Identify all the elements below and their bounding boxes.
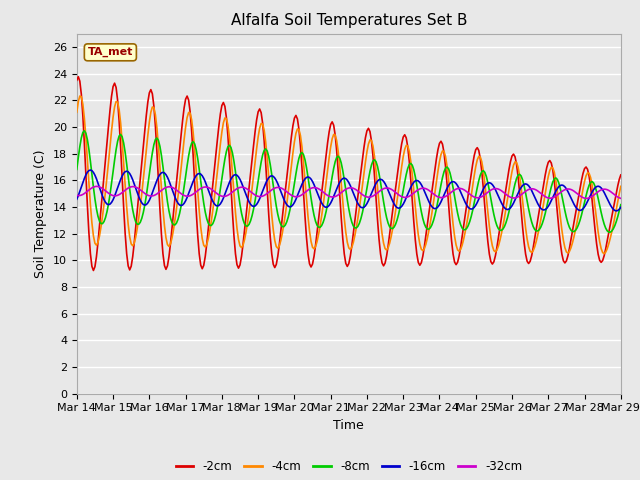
- -4cm: [617, 183, 625, 189]
- -2cm: [73, 77, 81, 83]
- -32cm: [93, 183, 100, 189]
- -32cm: [617, 195, 625, 201]
- -16cm: [617, 204, 625, 210]
- -2cm: [177, 132, 185, 138]
- Title: Alfalfa Soil Temperatures Set B: Alfalfa Soil Temperatures Set B: [230, 13, 467, 28]
- -32cm: [415, 187, 422, 192]
- -4cm: [552, 178, 559, 183]
- -16cm: [415, 178, 422, 184]
- -4cm: [415, 232, 422, 238]
- -32cm: [384, 185, 392, 191]
- -2cm: [386, 232, 394, 238]
- -2cm: [90, 268, 97, 274]
- -16cm: [73, 196, 81, 202]
- -4cm: [90, 233, 97, 239]
- -32cm: [176, 190, 184, 195]
- -16cm: [176, 202, 184, 208]
- -2cm: [617, 172, 625, 178]
- Line: -8cm: -8cm: [77, 131, 621, 232]
- -16cm: [403, 195, 410, 201]
- -32cm: [552, 193, 559, 199]
- -4cm: [600, 251, 608, 256]
- -8cm: [176, 211, 184, 216]
- Line: -4cm: -4cm: [77, 96, 621, 253]
- Line: -16cm: -16cm: [77, 170, 621, 211]
- -8cm: [415, 192, 422, 197]
- -16cm: [86, 167, 94, 173]
- -4cm: [73, 109, 81, 115]
- -2cm: [74, 74, 82, 80]
- -4cm: [403, 143, 410, 148]
- Y-axis label: Soil Temperature (C): Soil Temperature (C): [35, 149, 47, 278]
- Text: TA_met: TA_met: [88, 47, 133, 58]
- -8cm: [73, 167, 81, 172]
- Legend: -2cm, -4cm, -8cm, -16cm, -32cm: -2cm, -4cm, -8cm, -16cm, -32cm: [171, 455, 527, 478]
- -8cm: [617, 202, 625, 207]
- -8cm: [552, 175, 559, 181]
- X-axis label: Time: Time: [333, 419, 364, 432]
- -8cm: [90, 184, 97, 190]
- -2cm: [404, 144, 412, 150]
- -16cm: [90, 169, 97, 175]
- -16cm: [384, 187, 392, 193]
- -2cm: [416, 263, 424, 268]
- -8cm: [606, 229, 614, 235]
- -2cm: [91, 264, 99, 270]
- -16cm: [552, 188, 559, 194]
- -16cm: [612, 208, 620, 214]
- -4cm: [76, 93, 84, 99]
- -2cm: [554, 210, 561, 216]
- -8cm: [384, 220, 392, 226]
- -8cm: [81, 128, 88, 133]
- -8cm: [403, 172, 410, 178]
- -32cm: [403, 194, 410, 200]
- -32cm: [582, 195, 590, 201]
- -32cm: [73, 192, 81, 198]
- -4cm: [384, 245, 392, 251]
- Line: -2cm: -2cm: [77, 77, 621, 271]
- -4cm: [176, 180, 184, 186]
- -32cm: [88, 185, 96, 191]
- Line: -32cm: -32cm: [77, 186, 621, 198]
